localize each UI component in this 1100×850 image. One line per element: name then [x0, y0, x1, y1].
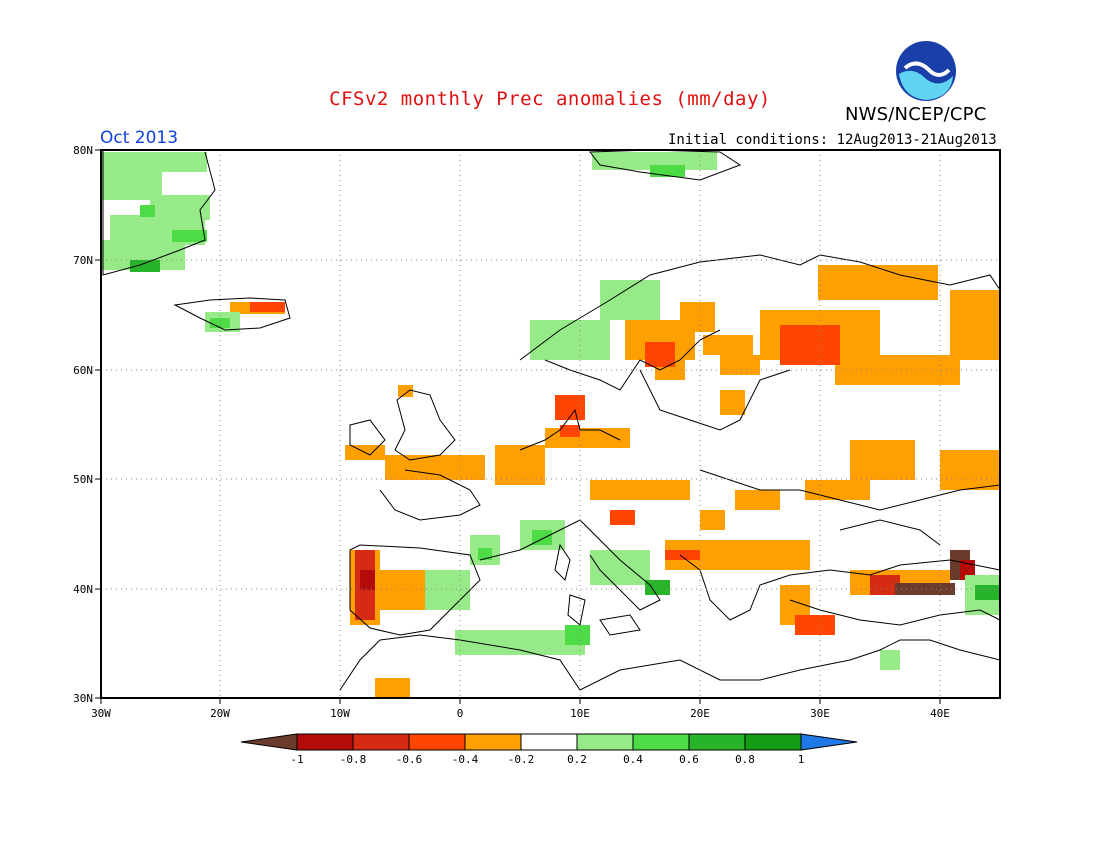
lon-label-0: 0	[457, 707, 464, 720]
noaa-logo	[896, 41, 956, 101]
coastlines	[102, 149, 1001, 691]
colorbar-tick-label: -0.2	[508, 753, 535, 766]
colorbar-swatches	[240, 733, 858, 751]
lon-label-30w: 30W	[91, 707, 111, 720]
lon-label-20w: 20W	[210, 707, 230, 720]
axis-ticks	[95, 149, 941, 704]
colorbar-swatch	[688, 733, 746, 751]
initial-conditions-label: Initial conditions: 12Aug2013-21Aug2013	[668, 132, 997, 148]
lon-label-10e: 10E	[570, 707, 590, 720]
colorbar-swatch	[520, 733, 578, 751]
colorbar-swatch	[464, 733, 522, 751]
agency-label: NWS/NCEP/CPC	[845, 104, 987, 125]
lon-label-20e: 20E	[690, 707, 710, 720]
lat-label-40n: 40N	[73, 583, 93, 596]
colorbar-swatch	[576, 733, 634, 751]
colorbar-arrow-low	[240, 733, 298, 751]
colorbar-tick-label: 0.8	[735, 753, 755, 766]
colorbar-swatch	[744, 733, 802, 751]
colorbar-swatch	[408, 733, 466, 751]
colorbar-tick-label: -1	[290, 753, 303, 766]
colorbar-tick-label: 1	[798, 753, 805, 766]
valid-month-label: Oct 2013	[100, 128, 179, 148]
lon-label-30e: 30E	[810, 707, 830, 720]
map-frame	[100, 149, 1001, 699]
colorbar-labels: -1 -0.8 -0.6 -0.4 -0.2 0.2 0.4 0.6 0.8 1	[290, 753, 804, 766]
colorbar-tick-label: -0.4	[452, 753, 479, 766]
lat-label-50n: 50N	[73, 473, 93, 486]
colorbar-arrow-high	[800, 733, 858, 751]
colorbar-swatch	[632, 733, 690, 751]
lat-label-30n: 30N	[73, 692, 93, 705]
lat-label-70n: 70N	[73, 254, 93, 267]
lon-label-10w: 10W	[330, 707, 350, 720]
lon-label-40e: 40E	[930, 707, 950, 720]
colorbar-tick-label: -0.8	[340, 753, 367, 766]
colorbar-tick-label: 0.2	[567, 753, 587, 766]
colorbar-tick-label: 0.4	[623, 753, 643, 766]
colorbar-swatch	[296, 733, 354, 751]
colorbar-tick-label: -0.6	[396, 753, 423, 766]
colorbar-swatch	[352, 733, 410, 751]
colorbar-tick-label: 0.6	[679, 753, 699, 766]
lat-label-80n: 80N	[73, 144, 93, 157]
map-title: CFSv2 monthly Prec anomalies (mm/day)	[329, 88, 771, 110]
lat-label-60n: 60N	[73, 364, 93, 377]
